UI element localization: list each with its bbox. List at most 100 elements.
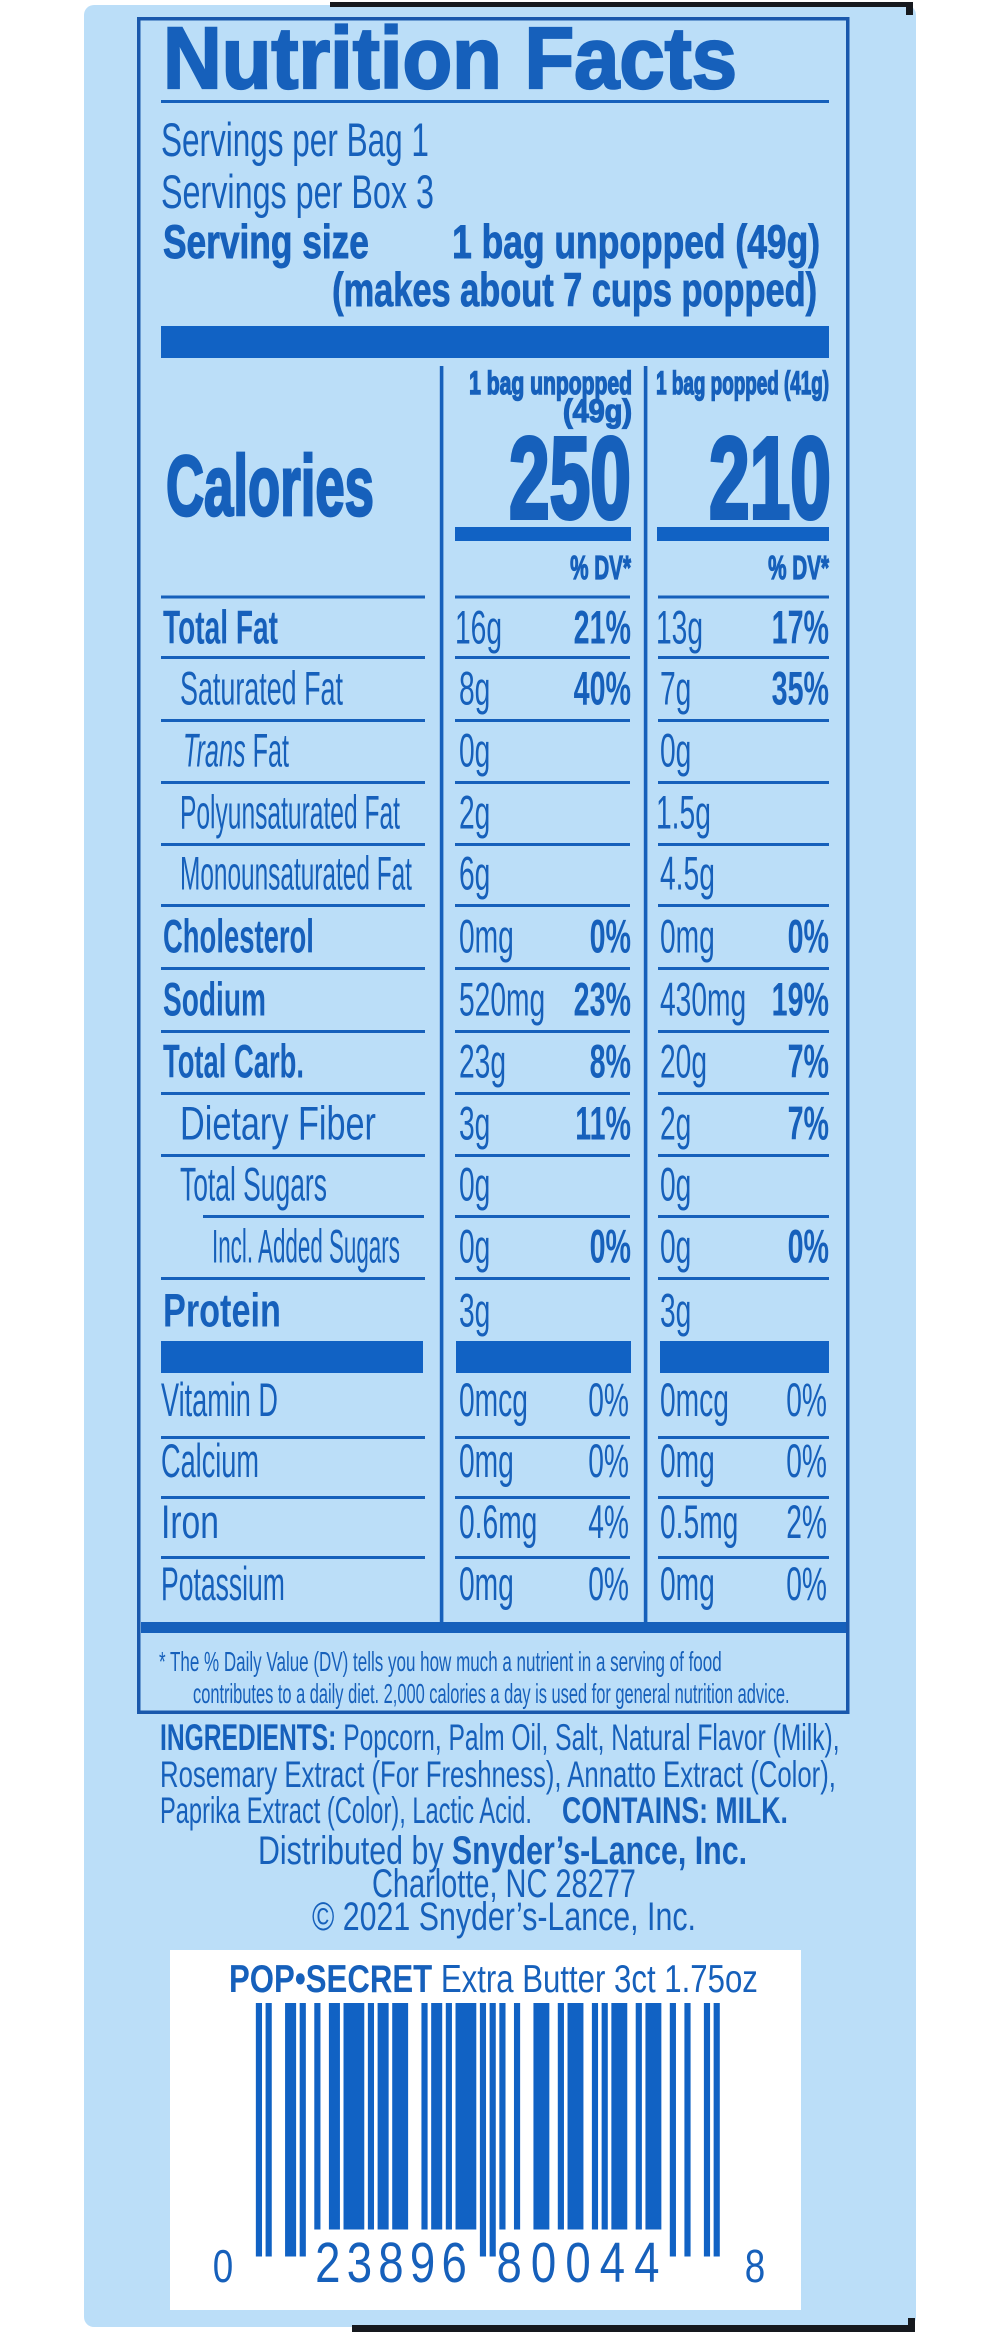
- svg-text:Iron: Iron: [161, 1495, 219, 1548]
- svg-text:POP•SECRET Extra Butter 3ct 1.: POP•SECRET Extra Butter 3ct 1.75oz: [229, 1958, 758, 2001]
- svg-text:Total Sugars: Total Sugars: [180, 1159, 327, 1212]
- svg-text:0%: 0%: [788, 911, 829, 963]
- svg-text:17%: 17%: [772, 602, 829, 654]
- svg-text:0g: 0g: [459, 1159, 490, 1211]
- svg-text:* The % Daily Value (DV) tells: * The % Daily Value (DV) tells you how m…: [159, 1646, 722, 1677]
- svg-text:Charlotte, NC 28277: Charlotte, NC 28277: [372, 1861, 636, 1906]
- svg-text:0mg: 0mg: [660, 1559, 715, 1611]
- svg-text:Nutrition Facts: Nutrition Facts: [163, 9, 737, 106]
- svg-text:Total Carb.: Total Carb.: [163, 1036, 304, 1089]
- svg-text:210: 210: [709, 413, 831, 543]
- svg-text:8: 8: [745, 2240, 765, 2292]
- svg-text:0: 0: [213, 2240, 233, 2292]
- svg-text:4.5g: 4.5g: [660, 848, 715, 900]
- svg-text:23%: 23%: [574, 974, 631, 1026]
- svg-text:7g: 7g: [660, 663, 691, 715]
- svg-text:Dietary Fiber: Dietary Fiber: [180, 1097, 376, 1150]
- svg-text:2g: 2g: [459, 787, 490, 839]
- svg-text:6: 6: [442, 2230, 467, 2294]
- svg-text:0.5mg: 0.5mg: [660, 1497, 738, 1549]
- svg-text:4: 4: [600, 2230, 625, 2294]
- svg-text:0%: 0%: [588, 1559, 629, 1611]
- svg-text:0: 0: [531, 2230, 556, 2294]
- svg-text:0g: 0g: [660, 725, 691, 777]
- svg-text:0%: 0%: [590, 1221, 631, 1273]
- svg-text:Distributed by Snyder’s-Lance,: Distributed by Snyder’s-Lance, Inc.: [258, 1828, 747, 1873]
- svg-text:520mg: 520mg: [459, 974, 545, 1026]
- svg-text:0%: 0%: [786, 1559, 827, 1611]
- svg-text:3g: 3g: [459, 1098, 490, 1150]
- svg-text:0%: 0%: [590, 911, 631, 963]
- svg-text:2%: 2%: [786, 1497, 827, 1549]
- svg-text:35%: 35%: [772, 663, 829, 715]
- svg-text:1 bag unpopped (49g): 1 bag unpopped (49g): [452, 215, 820, 268]
- svg-text:0g: 0g: [660, 1159, 691, 1211]
- svg-text:Servings per Bag 1: Servings per Bag 1: [161, 115, 429, 167]
- svg-text:20g: 20g: [660, 1036, 707, 1088]
- svg-text:Sodium: Sodium: [163, 974, 266, 1026]
- svg-text:(49g): (49g): [563, 394, 632, 430]
- svg-text:% DV*: % DV*: [768, 549, 829, 586]
- svg-text:Trans Fat: Trans Fat: [183, 724, 289, 776]
- svg-text:1.5g: 1.5g: [656, 787, 711, 839]
- svg-text:0g: 0g: [459, 725, 490, 777]
- svg-text:Serving size: Serving size: [163, 215, 369, 268]
- svg-text:0mcg: 0mcg: [459, 1375, 528, 1427]
- svg-text:8%: 8%: [590, 1036, 631, 1088]
- svg-text:4%: 4%: [588, 1497, 629, 1549]
- svg-text:Saturated Fat: Saturated Fat: [180, 663, 343, 716]
- svg-text:Cholesterol: Cholesterol: [163, 911, 314, 964]
- svg-text:Rosemary Extract (For Freshnes: Rosemary Extract (For Freshness), Annatt…: [160, 1753, 836, 1795]
- svg-text:2: 2: [315, 2230, 340, 2294]
- svg-text:0g: 0g: [660, 1221, 691, 1273]
- svg-text:3g: 3g: [459, 1285, 490, 1337]
- svg-text:8g: 8g: [459, 663, 490, 715]
- svg-text:Polyunsaturated Fat: Polyunsaturated Fat: [180, 786, 400, 839]
- svg-text:1 bag popped (41g): 1 bag popped (41g): [656, 365, 829, 402]
- svg-text:9: 9: [410, 2230, 435, 2294]
- svg-text:Vitamin D: Vitamin D: [161, 1374, 278, 1427]
- svg-text:0%: 0%: [588, 1375, 629, 1427]
- svg-text:0mg: 0mg: [459, 1436, 514, 1488]
- svg-text:Monounsaturated Fat: Monounsaturated Fat: [180, 847, 412, 900]
- svg-text:INGREDIENTS: Popcorn, Palm Oil: INGREDIENTS: Popcorn, Palm Oil, Salt, Na…: [160, 1717, 840, 1758]
- svg-text:Potassium: Potassium: [161, 1558, 285, 1611]
- svg-text:3: 3: [347, 2230, 372, 2294]
- svg-text:8: 8: [497, 2230, 522, 2294]
- svg-text:(makes about 7 cups popped): (makes about 7 cups popped): [332, 264, 817, 317]
- svg-text:Incl. Added Sugars: Incl. Added Sugars: [212, 1220, 400, 1272]
- svg-text:0mg: 0mg: [459, 1559, 514, 1611]
- svg-text:Paprika Extract (Color), Lacti: Paprika Extract (Color), Lactic Acid.: [160, 1790, 532, 1832]
- svg-text:0mg: 0mg: [660, 1436, 715, 1488]
- svg-text:430mg: 430mg: [660, 974, 746, 1026]
- svg-text:250: 250: [509, 413, 631, 543]
- svg-text:Calcium: Calcium: [161, 1435, 259, 1488]
- svg-text:0: 0: [565, 2230, 590, 2294]
- svg-text:21%: 21%: [574, 602, 631, 654]
- svg-text:0%: 0%: [786, 1436, 827, 1488]
- svg-text:0mcg: 0mcg: [660, 1375, 729, 1427]
- svg-text:0%: 0%: [786, 1375, 827, 1427]
- svg-text:Total Fat: Total Fat: [163, 602, 278, 654]
- svg-text:13g: 13g: [656, 602, 703, 654]
- svg-text:3g: 3g: [660, 1285, 691, 1337]
- svg-text:4: 4: [634, 2230, 659, 2294]
- svg-text:0g: 0g: [459, 1221, 490, 1273]
- svg-text:0%: 0%: [588, 1436, 629, 1488]
- svg-text:16g: 16g: [455, 602, 502, 654]
- svg-text:23g: 23g: [459, 1036, 506, 1088]
- svg-text:0mg: 0mg: [459, 911, 514, 963]
- svg-text:contributes to a daily diet. 2: contributes to a daily diet. 2,000 calor…: [193, 1677, 790, 1709]
- svg-text:19%: 19%: [772, 974, 829, 1026]
- svg-text:0mg: 0mg: [660, 911, 715, 963]
- svg-text:11%: 11%: [575, 1098, 631, 1150]
- svg-text:7%: 7%: [788, 1098, 829, 1150]
- svg-text:6g: 6g: [459, 848, 490, 900]
- svg-text:7%: 7%: [788, 1036, 829, 1088]
- svg-text:© 2021 Snyder’s-Lance, Inc.: © 2021 Snyder’s-Lance, Inc.: [312, 1894, 696, 1939]
- svg-text:0.6mg: 0.6mg: [459, 1497, 537, 1549]
- svg-text:% DV*: % DV*: [570, 549, 631, 586]
- svg-text:Protein: Protein: [163, 1284, 281, 1337]
- svg-text:40%: 40%: [574, 663, 631, 715]
- svg-text:0%: 0%: [788, 1221, 829, 1273]
